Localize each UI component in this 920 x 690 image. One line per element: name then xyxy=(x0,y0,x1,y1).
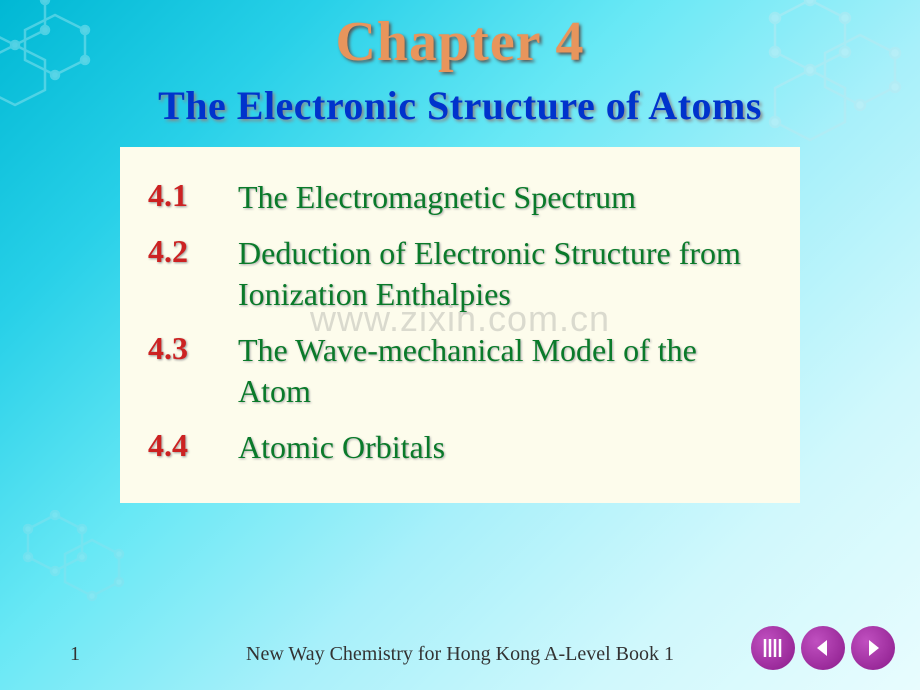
prev-button[interactable] xyxy=(801,626,845,670)
arrow-left-icon xyxy=(812,637,834,659)
navigation-controls xyxy=(751,626,895,670)
table-of-contents: 4.1 The Electromagnetic Spectrum 4.2 Ded… xyxy=(120,147,800,503)
section-title: The Wave-mechanical Model of the Atom xyxy=(238,330,772,413)
menu-button[interactable] xyxy=(751,626,795,670)
next-button[interactable] xyxy=(851,626,895,670)
hexagon-decoration-top-right xyxy=(750,0,920,170)
section-number: 4.3 xyxy=(148,330,238,413)
hexagon-decoration-bottom-left xyxy=(20,510,160,630)
hexagon-decoration-top-left xyxy=(0,0,135,135)
section-number: 4.4 xyxy=(148,427,238,469)
toc-item: 4.2 Deduction of Electronic Structure fr… xyxy=(148,233,772,316)
vertical-bars-icon xyxy=(763,637,783,659)
arrow-right-icon xyxy=(862,637,884,659)
section-title: Deduction of Electronic Structure from I… xyxy=(238,233,772,316)
section-title: Atomic Orbitals xyxy=(238,427,445,469)
toc-item: 4.4 Atomic Orbitals xyxy=(148,427,772,469)
page-number: 1 xyxy=(70,643,80,666)
section-title: The Electromagnetic Spectrum xyxy=(238,177,636,219)
toc-item: 4.1 The Electromagnetic Spectrum xyxy=(148,177,772,219)
toc-item: 4.3 The Wave-mechanical Model of the Ato… xyxy=(148,330,772,413)
section-number: 4.2 xyxy=(148,233,238,316)
book-title: New Way Chemistry for Hong Kong A-Level … xyxy=(246,643,674,666)
section-number: 4.1 xyxy=(148,177,238,219)
